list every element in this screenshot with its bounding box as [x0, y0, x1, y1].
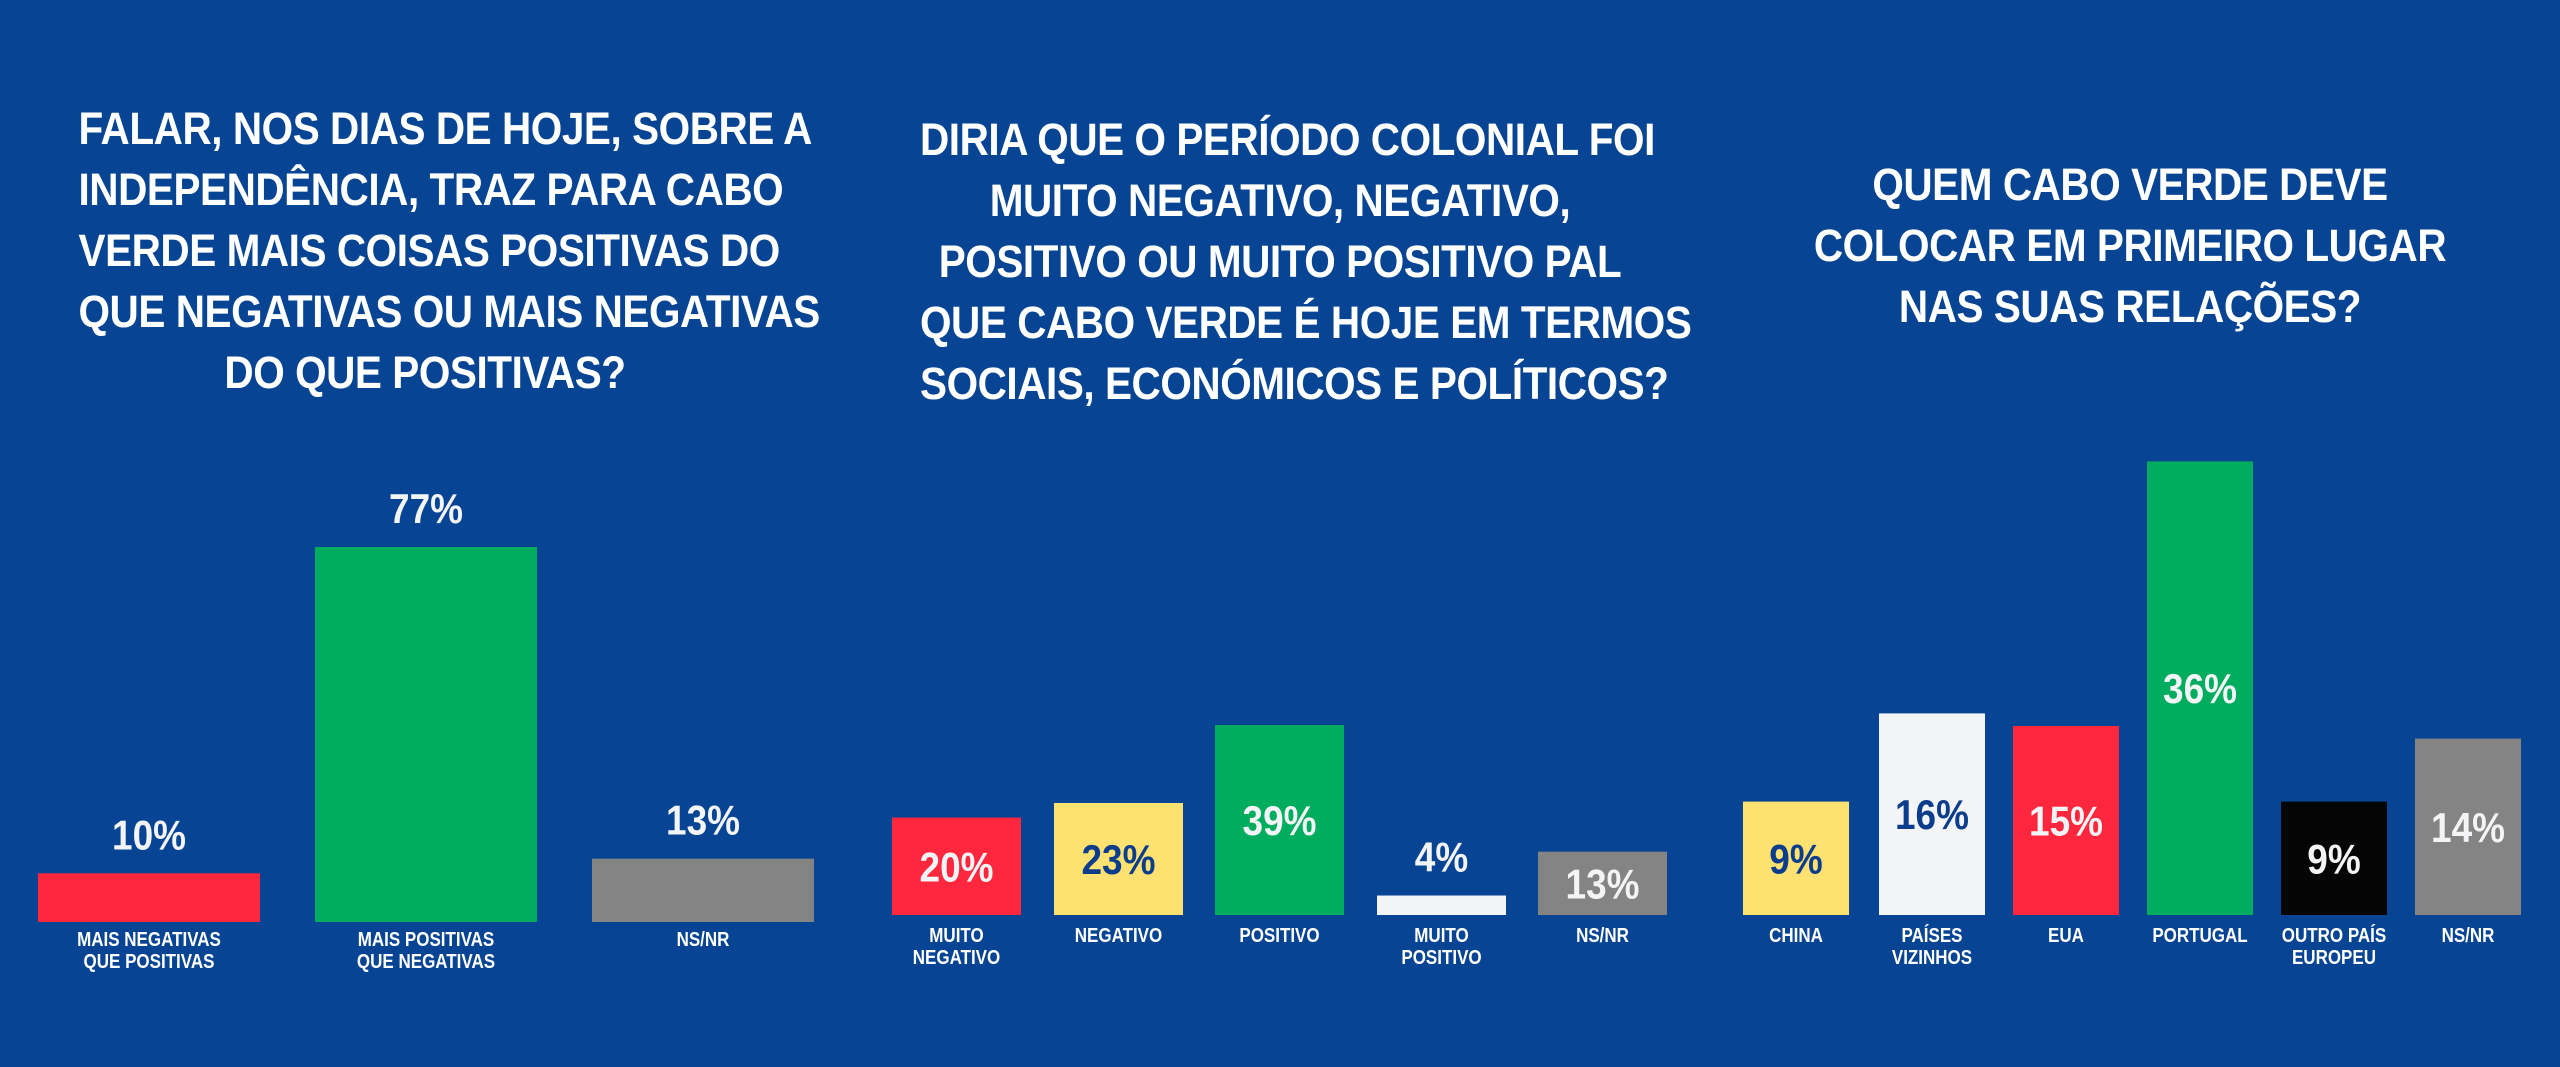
- chart-2-value-label: 13%: [1566, 861, 1640, 908]
- chart-2-category-label: MUITO: [929, 924, 983, 947]
- chart-1-category-label: MAIS NEGATIVAS: [77, 928, 221, 951]
- chart-3-category-label: PAÍSES: [1901, 924, 1962, 947]
- chart-3-bar: [1743, 801, 1849, 915]
- chart-1-value-label: 10%: [112, 812, 186, 859]
- chart-3-value-label: 9%: [2307, 836, 2360, 883]
- chart-2-title-line: SOCIAIS, ECONÓMICOS E POLÍTICOS?: [920, 358, 1669, 409]
- chart-3-category-label: NS/NR: [2442, 924, 2495, 947]
- chart-3-value-label: 15%: [2029, 798, 2103, 845]
- chart-1-category-label: QUE POSITIVAS: [84, 950, 215, 973]
- chart-2-category-label: NEGATIVO: [913, 946, 1000, 969]
- chart-3-title-line: COLOCAR EM PRIMEIRO LUGAR: [1813, 220, 2447, 271]
- chart-3-bar: [1879, 713, 1985, 915]
- chart-2-category-label: MUITO: [1414, 924, 1468, 947]
- chart-1-title-line: FALAR, NOS DIAS DE HOJE, SOBRE A: [78, 103, 813, 154]
- chart-1-bar: [38, 873, 260, 922]
- chart-3-category-label: EUA: [2048, 924, 2084, 947]
- chart-3-value-label: 9%: [1769, 836, 1822, 883]
- chart-1-title-line: QUE NEGATIVAS OU MAIS NEGATIVAS: [78, 286, 821, 337]
- chart-2-bar: [892, 817, 1021, 915]
- chart-2-value-label: 20%: [920, 844, 994, 891]
- chart-2-bar: [1215, 725, 1344, 915]
- chart-2-category-label: NEGATIVO: [1075, 924, 1162, 947]
- chart-1-category-label: QUE NEGATIVAS: [357, 950, 495, 973]
- chart-3-bar: [2147, 461, 2253, 915]
- chart-3-value-label: 16%: [1895, 792, 1969, 839]
- chart-3-bar: [2415, 738, 2521, 915]
- chart-2-value-label: 23%: [1082, 837, 1156, 884]
- chart-1-title-line: INDEPENDÊNCIA, TRAZ PARA CABO: [78, 164, 784, 215]
- chart-2-category-label: POSITIVO: [1239, 924, 1319, 947]
- chart-3-category-label: EUROPEU: [2292, 946, 2376, 969]
- chart-3-value-label: 36%: [2163, 666, 2237, 713]
- chart-2-category-label: NS/NR: [1576, 924, 1629, 947]
- chart-2-value-label: 39%: [1243, 798, 1317, 845]
- chart-2-bar: [1054, 802, 1183, 915]
- chart-3-bar: [2281, 801, 2387, 915]
- chart-3-category-label: PORTUGAL: [2152, 924, 2247, 947]
- chart-3-bar: [2013, 726, 2119, 915]
- chart-2-title: DIRIA QUE O PERÍODO COLONIAL FOI MUITO NE…: [920, 109, 1692, 414]
- chart-2-category-label: POSITIVO: [1401, 946, 1481, 969]
- chart-1-bar: [315, 547, 537, 922]
- chart-2-title-line: MUITO NEGATIVO, NEGATIVO,: [989, 175, 1571, 226]
- chart-1-bar: [592, 858, 814, 922]
- chart-1-value-label: 77%: [389, 486, 463, 533]
- chart-1-title: FALAR, NOS DIAS DE HOJE, SOBRE A INDEPEND…: [78, 98, 821, 403]
- chart-3-title: QUEM CABO VERDE DEVE COLOCAR EM PRIMEIRO …: [1743, 154, 2517, 337]
- chart-1-title-line: DO QUE POSITIVAS?: [224, 347, 626, 398]
- chart-3-value-label: 14%: [2431, 805, 2505, 852]
- chart-1-category-label: MAIS POSITIVAS: [358, 928, 495, 951]
- chart-3-category-label: VIZINHOS: [1892, 946, 1972, 969]
- chart-3-title-line: NAS SUAS RELAÇÕES?: [1898, 281, 2362, 332]
- chart-1-category-label: NS/NR: [677, 928, 730, 951]
- chart-3-title-line: QUEM CABO VERDE DEVE: [1872, 159, 2388, 210]
- chart-2-title-line: QUE CABO VERDE É HOJE EM TERMOS: [920, 297, 1692, 348]
- chart-2-bar: [1377, 895, 1506, 915]
- chart-1-value-label: 13%: [666, 798, 740, 845]
- chart-1-title-line: VERDE MAIS COISAS POSITIVAS DO: [78, 225, 781, 276]
- chart-2-title-line: POSITIVO OU MUITO POSITIVO PAL: [938, 236, 1622, 287]
- chart-3-category-label: OUTRO PAÍS: [2282, 924, 2386, 947]
- chart-2-bar: [1538, 851, 1667, 915]
- chart-2-title-line: DIRIA QUE O PERÍODO COLONIAL FOI: [920, 114, 1655, 165]
- chart-2-value-label: 4%: [1415, 834, 1468, 881]
- chart-3-category-label: CHINA: [1769, 924, 1823, 947]
